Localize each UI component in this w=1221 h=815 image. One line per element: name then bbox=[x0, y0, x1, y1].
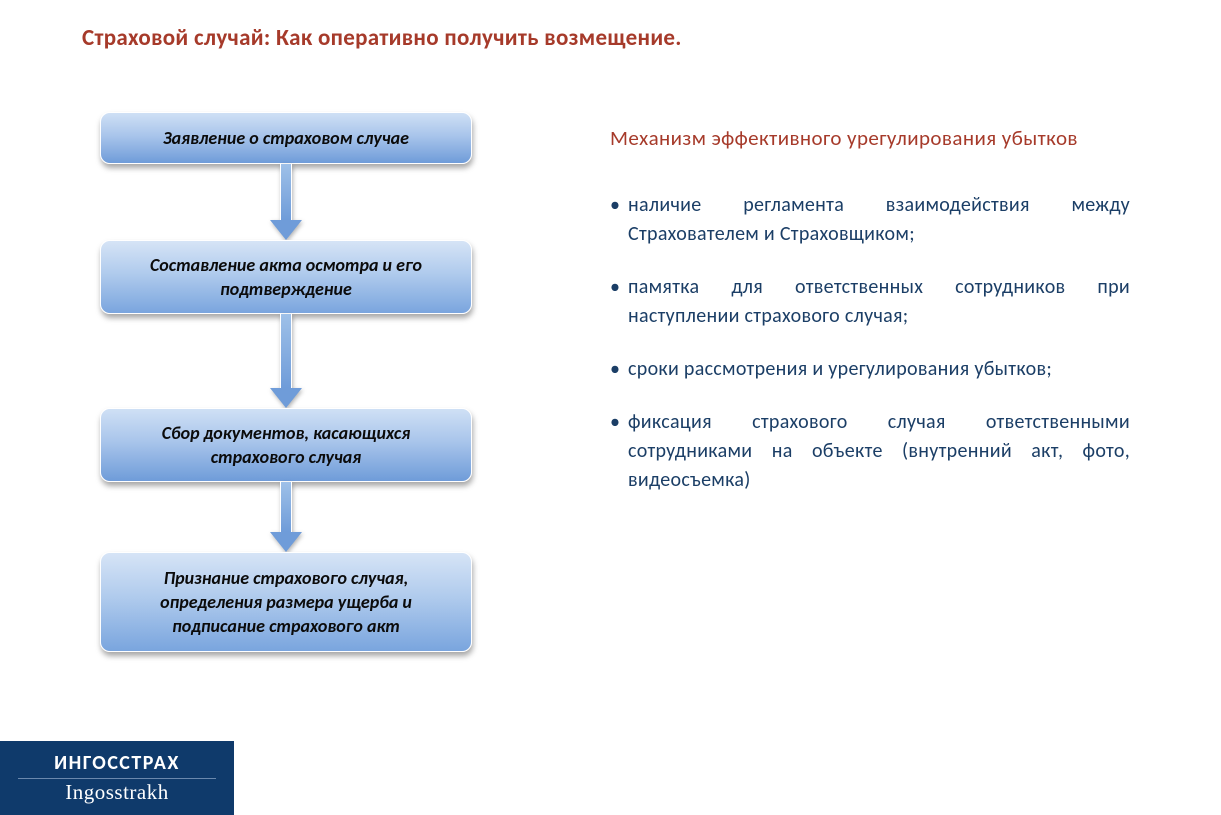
flow-node-label: Признание страхового случая, определения… bbox=[123, 566, 449, 639]
flow-node-2: Составление акта осмотра и его подтвержд… bbox=[100, 240, 472, 314]
logo-text-en: Ingosstrakh bbox=[65, 780, 169, 805]
flow-node-label: Сбор документов, касающихся страхового с… bbox=[123, 421, 449, 470]
flow-arrow bbox=[100, 164, 472, 240]
right-column: Механизм эффективного урегулирования убы… bbox=[610, 123, 1130, 519]
flow-node-label: Заявление о страховом случае bbox=[163, 126, 409, 150]
list-item: памятка для ответственных сотрудников пр… bbox=[610, 273, 1130, 331]
flow-arrow bbox=[100, 314, 472, 408]
flowchart: Заявление о страховом случае Составление… bbox=[100, 112, 472, 652]
logo: ИНГОССТРАХ Ingosstrakh bbox=[0, 741, 234, 815]
list-item: фиксация страхового случая ответственным… bbox=[610, 408, 1130, 495]
flow-node-4: Признание страхового случая, определения… bbox=[100, 552, 472, 652]
flow-node-label: Составление акта осмотра и его подтвержд… bbox=[123, 253, 449, 302]
bullet-list: наличие регламента взаимодействия между … bbox=[610, 191, 1130, 495]
list-item: наличие регламента взаимодействия между … bbox=[610, 191, 1130, 249]
flow-arrow bbox=[100, 482, 472, 552]
logo-text-ru: ИНГОССТРАХ bbox=[18, 751, 217, 779]
flow-node-3: Сбор документов, касающихся страхового с… bbox=[100, 408, 472, 482]
slide-title: Страховой случай: Как оперативно получит… bbox=[82, 24, 682, 52]
flow-node-1: Заявление о страховом случае bbox=[100, 112, 472, 164]
list-item: сроки рассмотрения и урегулирования убыт… bbox=[610, 355, 1130, 384]
subheading: Механизм эффективного урегулирования убы… bbox=[610, 123, 1130, 153]
